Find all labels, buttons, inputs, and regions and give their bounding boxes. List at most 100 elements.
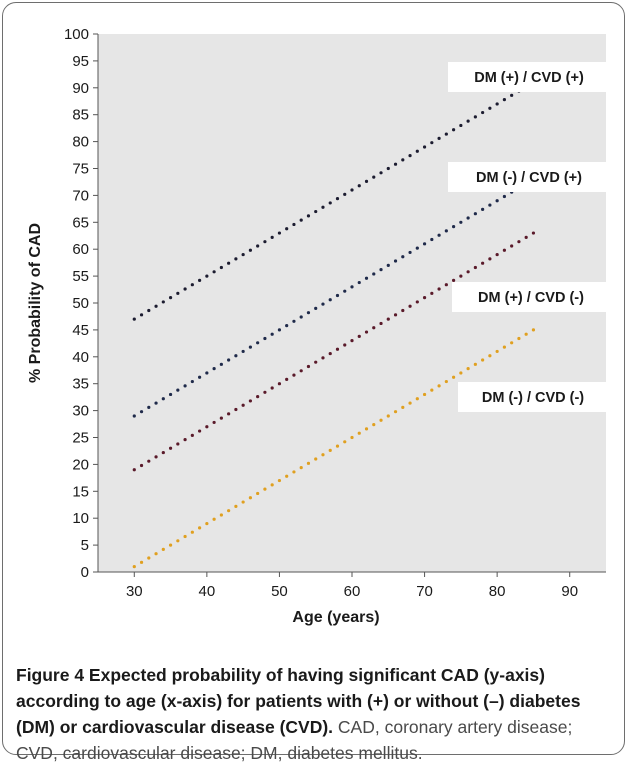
- data-point: [285, 474, 289, 478]
- x-tick-label: 70: [416, 583, 433, 600]
- series-label-box: [448, 62, 610, 92]
- data-point: [517, 240, 521, 244]
- y-tick-label: 60: [72, 241, 89, 258]
- data-point: [350, 339, 354, 343]
- data-point: [212, 420, 216, 425]
- data-point: [161, 300, 165, 304]
- data-point: [357, 431, 361, 435]
- data-point: [524, 332, 528, 336]
- data-point: [219, 416, 223, 420]
- data-point: [314, 360, 318, 364]
- data-point: [227, 358, 231, 362]
- data-point: [408, 401, 412, 405]
- series-line: [132, 80, 536, 321]
- data-point: [350, 188, 354, 192]
- data-point: [147, 405, 151, 409]
- data-point: [277, 382, 282, 386]
- data-point: [452, 375, 456, 379]
- data-point: [234, 407, 238, 412]
- data-point: [234, 257, 238, 261]
- data-point: [299, 315, 303, 319]
- data-point: [328, 201, 332, 205]
- data-point: [154, 304, 158, 308]
- data-point: [161, 547, 165, 552]
- data-point: [415, 246, 419, 250]
- data-point: [473, 115, 477, 119]
- data-point: [147, 556, 151, 560]
- data-point: [364, 276, 369, 280]
- data-point: [357, 334, 361, 338]
- data-point: [510, 341, 514, 345]
- data-point: [444, 229, 448, 233]
- data-point: [379, 171, 383, 175]
- data-point: [314, 209, 318, 214]
- data-point: [350, 285, 354, 289]
- data-point: [183, 384, 187, 388]
- caption-text: CAD, coronary artery disease; CVD, cardi…: [16, 717, 573, 763]
- data-point: [401, 308, 405, 313]
- data-point: [256, 491, 260, 496]
- y-tick-label: 65: [72, 214, 89, 231]
- data-point: [139, 463, 144, 468]
- data-point: [147, 308, 151, 313]
- data-point: [531, 328, 536, 332]
- data-point: [466, 367, 470, 371]
- y-tick-label: 40: [72, 349, 89, 366]
- data-point: [531, 231, 536, 235]
- data-point: [343, 192, 347, 196]
- data-point: [444, 283, 448, 287]
- y-axis-ticks: 0 5 10 15 20 25 30 35 40 45 50 55 60 65 70 75 80 85 90 95 10…: [64, 26, 98, 581]
- caption-title: Figure 4 Expected probability of having …: [16, 665, 581, 737]
- data-point: [277, 231, 282, 235]
- data-point: [176, 291, 180, 295]
- data-point: [372, 272, 376, 276]
- data-point: [488, 354, 492, 358]
- data-point: [517, 336, 521, 341]
- data-point: [292, 319, 296, 323]
- data-point: [328, 351, 332, 356]
- data-point: [219, 362, 223, 366]
- x-tick-label: 60: [344, 583, 361, 600]
- data-point: [198, 278, 202, 283]
- y-tick-label: 20: [72, 456, 89, 473]
- data-point: [401, 158, 405, 162]
- data-point: [139, 313, 144, 317]
- data-point: [401, 255, 405, 259]
- data-point: [176, 442, 180, 446]
- data-point: [502, 98, 506, 102]
- data-point: [386, 166, 390, 171]
- data-point: [176, 388, 180, 392]
- data-point: [183, 438, 187, 442]
- data-point: [190, 530, 194, 534]
- data-point: [248, 496, 252, 500]
- data-point: [328, 298, 332, 302]
- data-point: [299, 218, 303, 222]
- data-point: [154, 401, 158, 405]
- data-point: [205, 425, 209, 429]
- data-point: [292, 373, 296, 377]
- data-point: [299, 369, 303, 373]
- data-point: [343, 440, 347, 444]
- data-point: [437, 136, 441, 140]
- data-point: [219, 513, 223, 517]
- y-tick-label: 35: [72, 376, 89, 393]
- data-point: [372, 326, 376, 330]
- data-point: [415, 397, 419, 401]
- data-point: [422, 392, 427, 397]
- data-point: [306, 311, 311, 315]
- data-point: [510, 244, 514, 248]
- data-point: [408, 250, 412, 255]
- data-point: [139, 410, 144, 414]
- data-point: [154, 455, 158, 459]
- data-point: [459, 220, 463, 224]
- data-point: [459, 274, 463, 278]
- data-point: [234, 354, 238, 358]
- data-point: [466, 119, 470, 123]
- y-tick-label: 95: [72, 53, 89, 70]
- data-point: [466, 216, 470, 220]
- data-point: [386, 414, 390, 418]
- data-point: [285, 377, 289, 381]
- data-point: [444, 132, 448, 136]
- y-tick-label: 0: [81, 564, 89, 581]
- data-point: [132, 414, 136, 418]
